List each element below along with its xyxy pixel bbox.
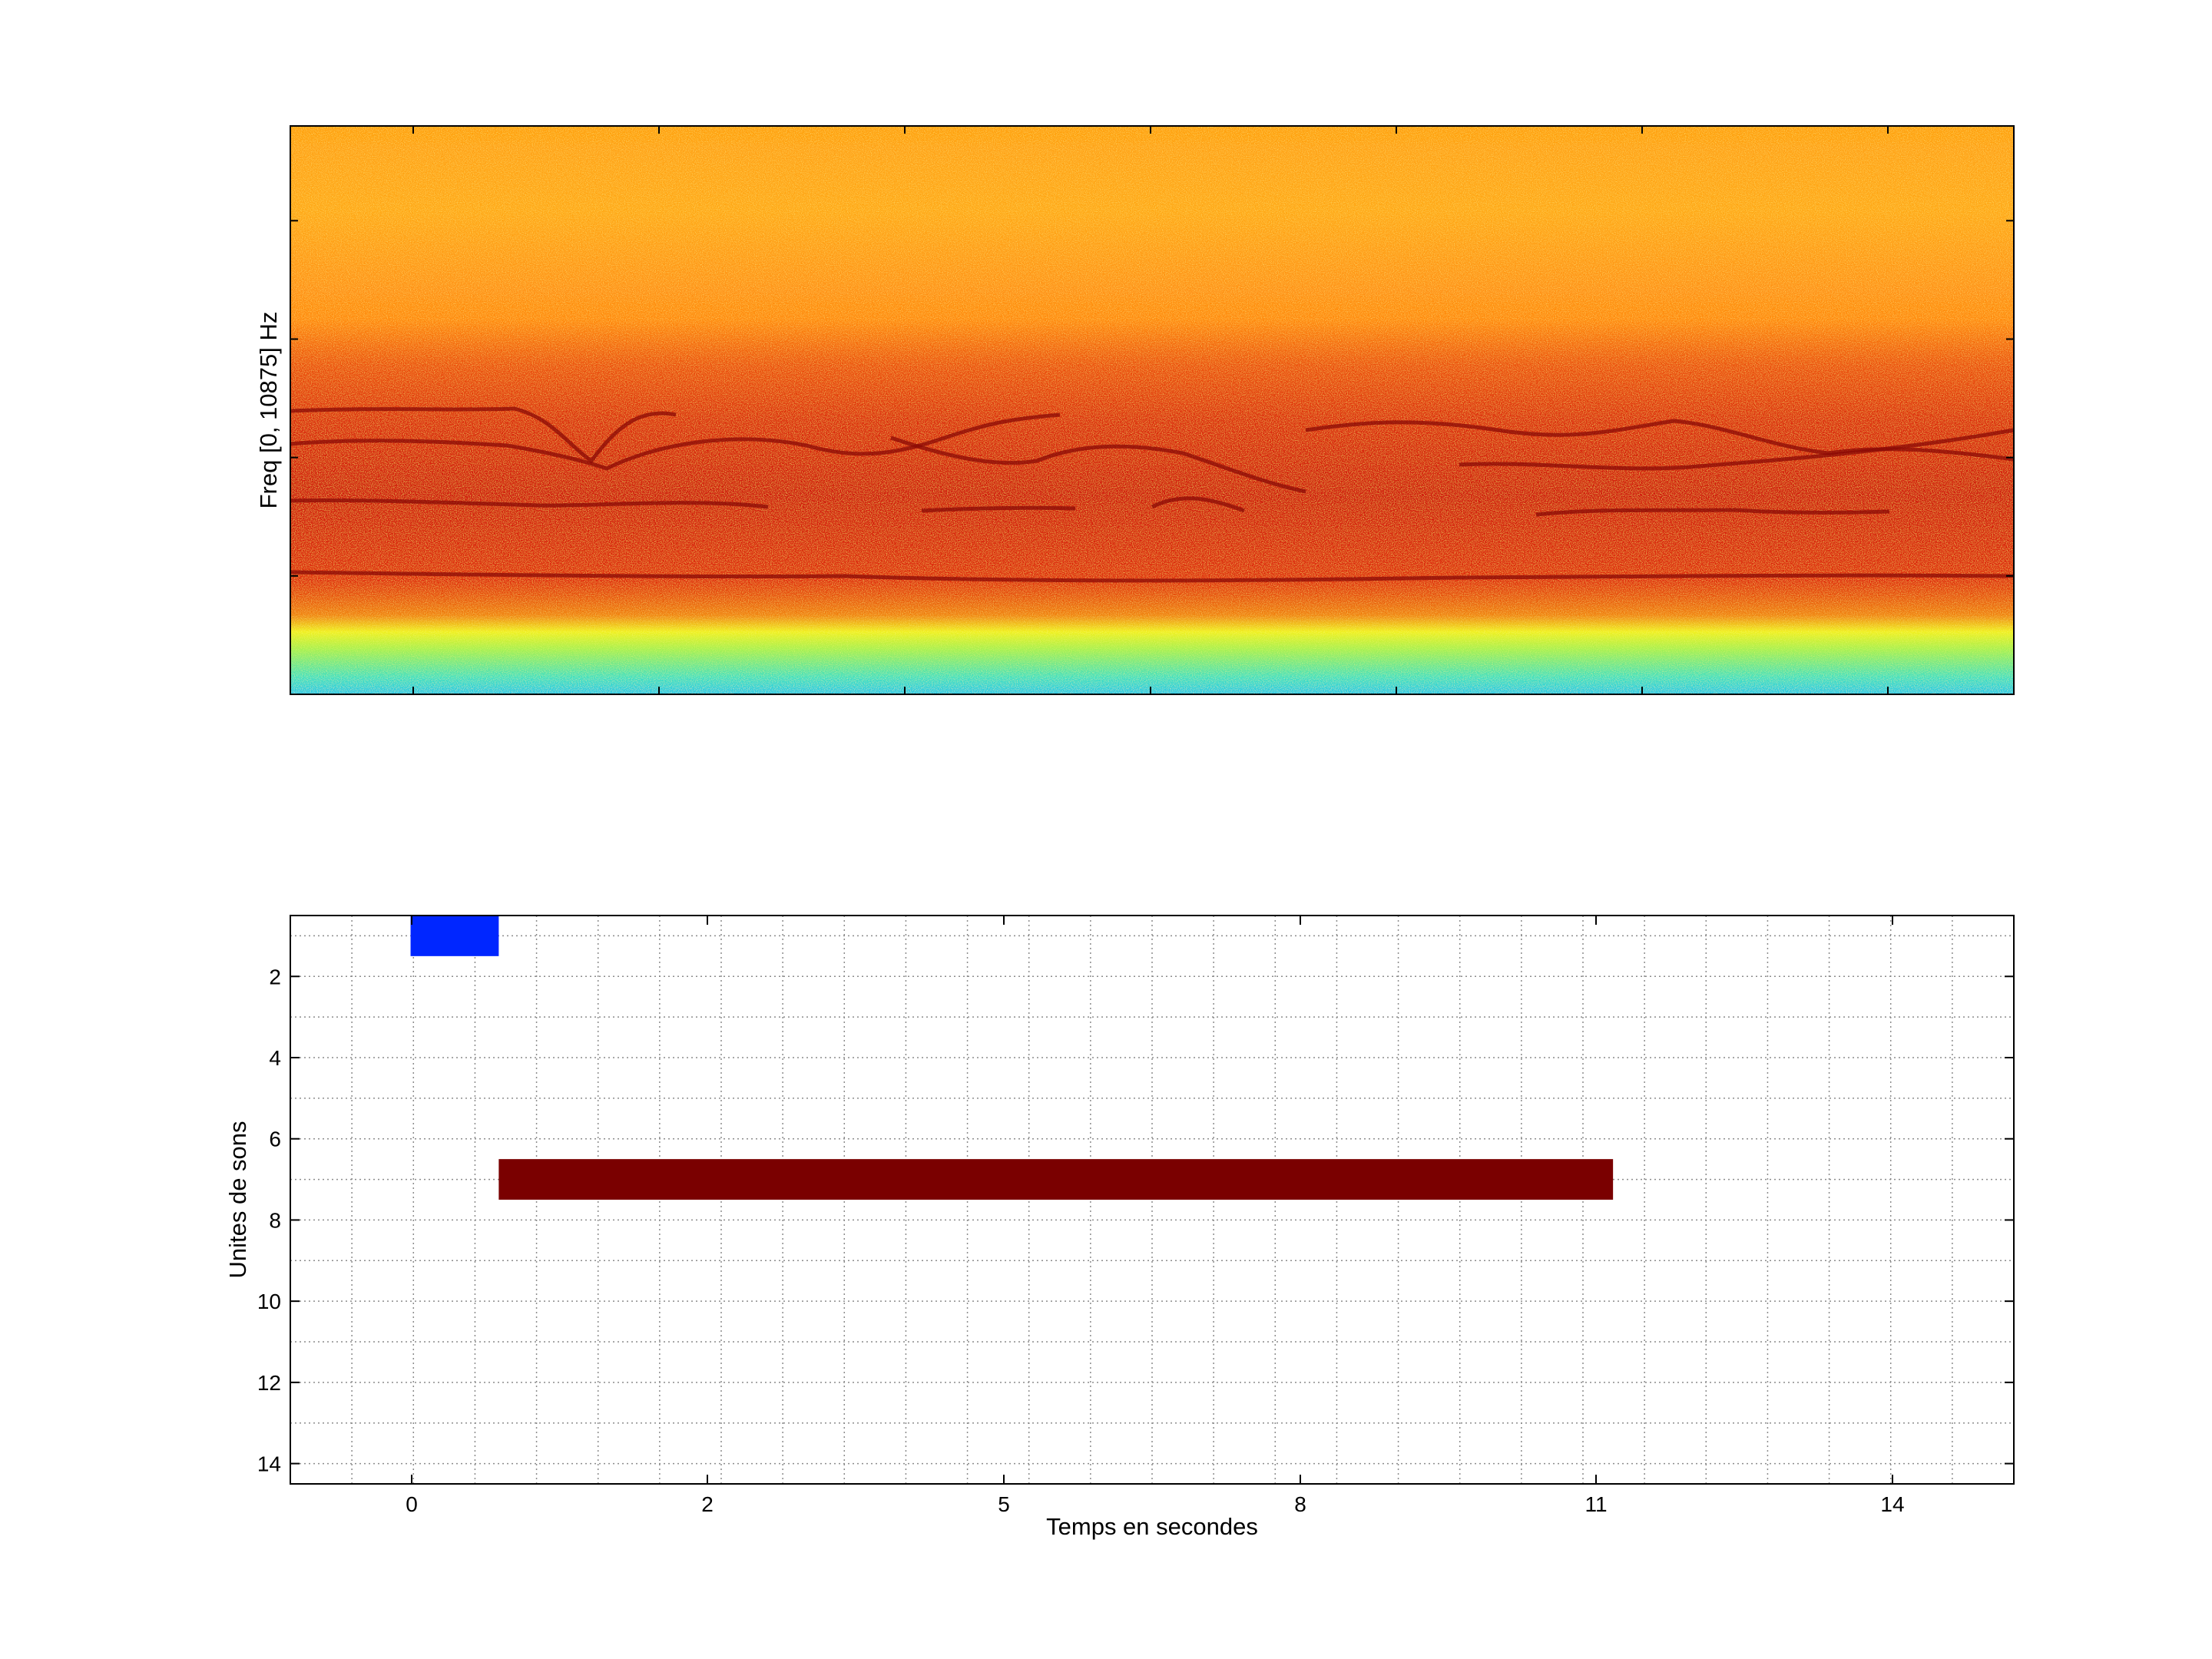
sound-units-panel: 2 4 6 8 10 12 14 0 2 5 8 11 14 Temps en secondes Uni…: [224, 915, 2015, 1540]
y-tick-label: 14: [257, 1452, 281, 1476]
y-tick-label: 8: [269, 1208, 281, 1232]
x-tick-label: 5: [998, 1492, 1010, 1516]
spectrogram-contour: [290, 412, 1061, 471]
x-tick-label: 8: [1294, 1492, 1306, 1516]
x-tick-label: 2: [701, 1492, 714, 1516]
spectrogram-contour: [1535, 508, 1890, 517]
spectrogram-image: [290, 126, 2014, 694]
spectrogram-contour: [1459, 428, 2015, 471]
x-tick-label: 0: [406, 1492, 418, 1516]
sound-units-x-axis-label: Temps en secondes: [1046, 1513, 1258, 1540]
sound-units-bars: [410, 916, 1614, 1200]
spectrogram-ticks: [290, 126, 2014, 694]
y-tick-label: 10: [257, 1290, 281, 1313]
spectrogram-contour: [290, 498, 769, 509]
spectrogram-y-axis-label: Freq [0, 10875] Hz: [255, 312, 282, 509]
spectrogram-contour: [290, 406, 677, 464]
sound-units-y-axis-label: Unites de sons: [224, 1121, 251, 1278]
sound-unit-segment: [498, 1159, 1614, 1200]
y-tick-label: 12: [257, 1371, 281, 1395]
spectrogram-contour: [1151, 496, 1245, 513]
spectrogram-panel: Freq [0, 10875] Hz: [255, 125, 2015, 695]
spectrogram-contour: [890, 435, 1306, 494]
spectrogram-frame: [290, 125, 2015, 695]
y-tick-label: 2: [269, 965, 281, 988]
spectrogram-contours: [290, 406, 2015, 583]
spectrogram-contour: [290, 570, 2015, 583]
y-tick-label: 6: [269, 1128, 281, 1151]
y-tick-label: 4: [269, 1046, 281, 1070]
sound-units-ticks: 2 4 6 8 10 12 14 0 2 5 8 11 14: [257, 916, 2014, 1516]
x-tick-label: 11: [1584, 1492, 1607, 1516]
sound-unit-segment: [410, 916, 499, 956]
sound-units-frame: [290, 915, 2015, 1485]
spectrogram-contour: [921, 505, 1076, 513]
x-tick-label: 14: [1880, 1492, 1904, 1516]
